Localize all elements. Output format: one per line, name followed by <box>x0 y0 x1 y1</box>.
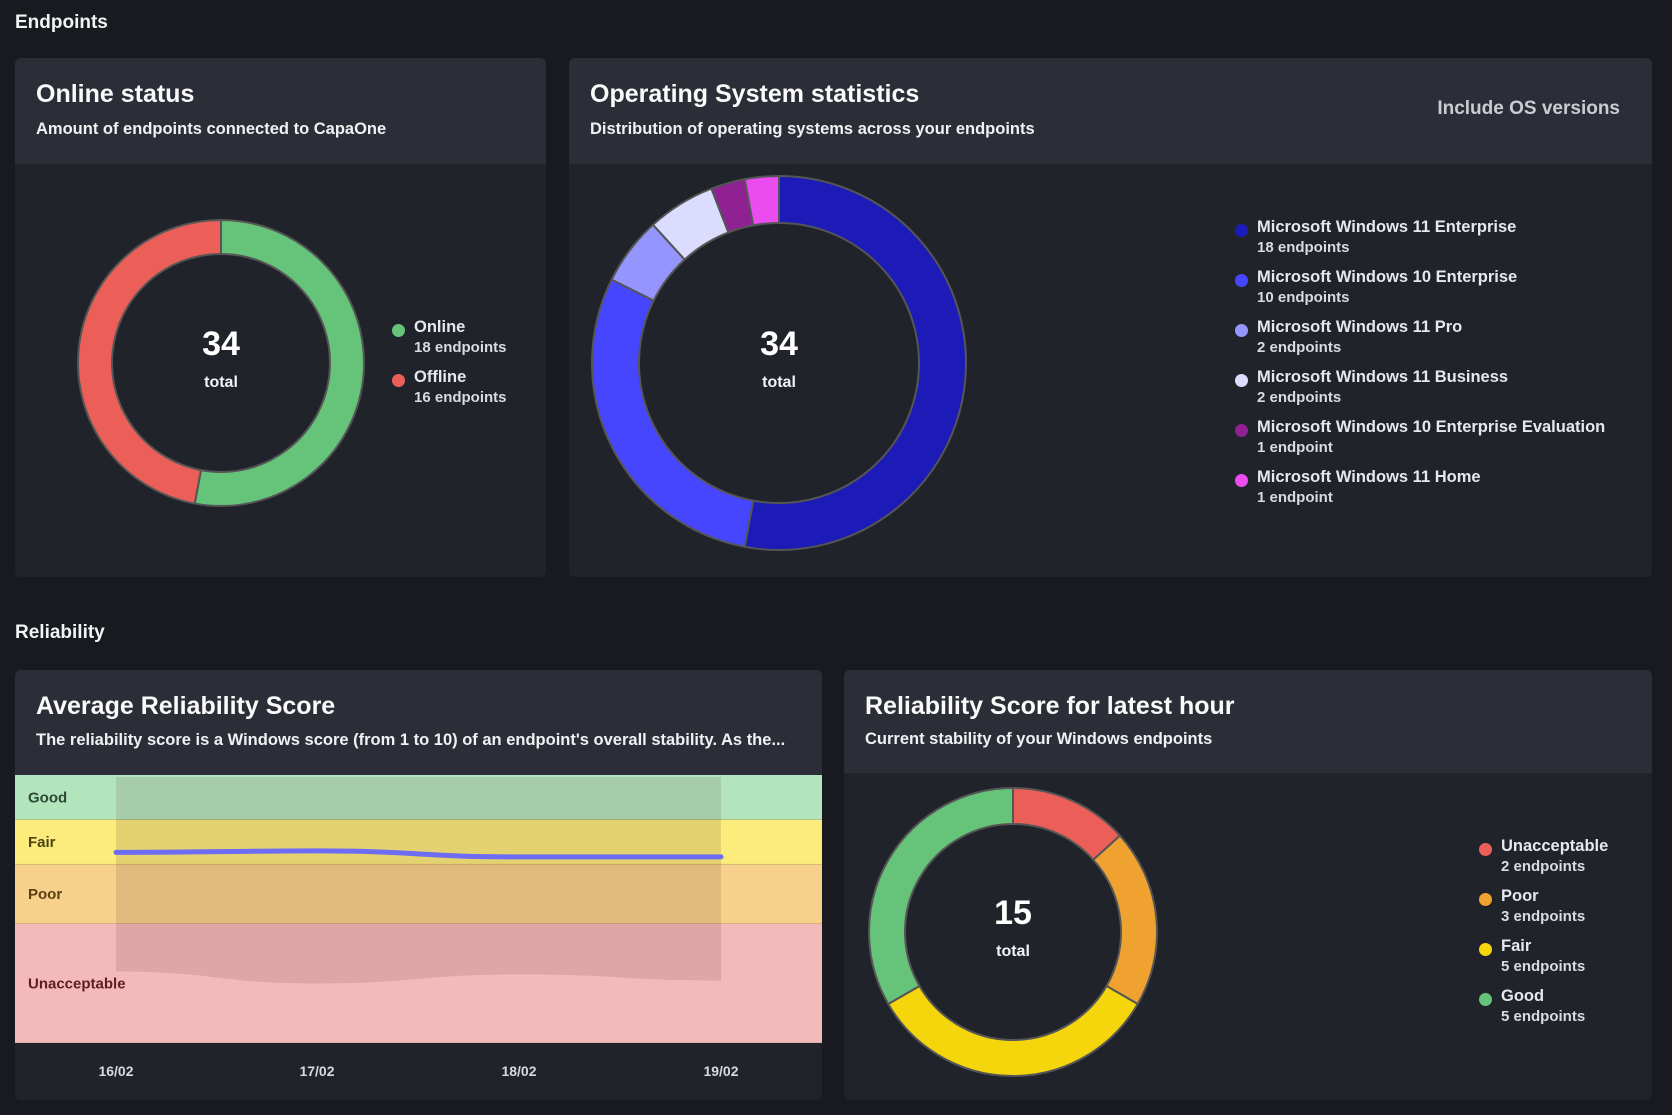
online-status-card: Online status Amount of endpoints connec… <box>15 58 546 577</box>
donut-total-label: total <box>204 374 238 391</box>
legend-label: Good <box>1501 987 1545 1005</box>
card-title: Average Reliability Score <box>36 692 336 720</box>
latest-hour-donut: 15 total <box>868 787 1158 1077</box>
section-title-reliability: Reliability <box>15 622 105 643</box>
legend-count: 2 endpoints <box>1257 389 1342 406</box>
legend-dot-icon <box>1235 274 1248 287</box>
latest-hour-reliability-card: Reliability Score for latest hour Curren… <box>844 670 1652 1100</box>
legend-dot-icon <box>1235 324 1248 337</box>
os-statistics-card: Operating System statistics Distribution… <box>569 58 1652 577</box>
card-title: Reliability Score for latest hour <box>865 692 1235 720</box>
legend-label: Offline <box>414 368 467 386</box>
legend-count: 18 endpoints <box>414 339 507 356</box>
legend-label: Online <box>414 318 466 336</box>
donut-total-label: total <box>762 374 796 391</box>
card-subtitle: Current stability of your Windows endpoi… <box>865 730 1213 748</box>
legend-label: Unacceptable <box>1501 837 1609 855</box>
donut-segment-microsoft-windows-11-home[interactable] <box>743 175 780 227</box>
legend-dot-icon <box>1479 993 1492 1006</box>
legend-count: 5 endpoints <box>1501 1008 1586 1025</box>
donut-segment-offline[interactable] <box>77 219 222 505</box>
x-tick-label: 19/02 <box>703 1063 738 1079</box>
online-status-donut: 34 total <box>77 219 365 507</box>
donut-total-value: 34 <box>202 325 240 363</box>
card-subtitle: The reliability score is a Windows score… <box>36 731 786 749</box>
band-poor <box>15 864 822 924</box>
legend-count: 3 endpoints <box>1501 908 1586 925</box>
legend-label: Microsoft Windows 11 Business <box>1257 368 1509 386</box>
donut-segment-online[interactable] <box>193 219 365 507</box>
section-title-endpoints: Endpoints <box>15 12 108 33</box>
x-tick-label: 16/02 <box>98 1063 133 1079</box>
score-range-area <box>116 777 721 984</box>
reliability-line-chart: Good Fair Poor Unacceptable 16/02 17/02 18/02 1… <box>15 775 822 1079</box>
x-tick-label: 18/02 <box>501 1063 536 1079</box>
legend-count: 16 endpoints <box>414 389 507 406</box>
legend-dot-icon <box>1235 374 1248 387</box>
card-header: Average Reliability Score The reliabilit… <box>15 670 822 775</box>
x-tick-label: 17/02 <box>299 1063 334 1079</box>
legend-label: Microsoft Windows 10 Enterprise <box>1257 268 1518 286</box>
band-label: Poor <box>28 886 62 903</box>
legend-count: 5 endpoints <box>1501 958 1586 975</box>
legend-dot-icon <box>1479 843 1492 856</box>
legend-label: Poor <box>1501 887 1539 905</box>
card-subtitle: Distribution of operating systems across… <box>590 120 1035 138</box>
legend-count: 10 endpoints <box>1257 289 1350 306</box>
band-good <box>15 775 822 820</box>
legend-dot-icon <box>392 374 405 387</box>
legend-label: Microsoft Windows 11 Home <box>1257 468 1481 486</box>
legend-dot-icon <box>1235 474 1248 487</box>
donut-total-label: total <box>996 943 1030 960</box>
donut-segment-fair[interactable] <box>887 985 1139 1077</box>
legend-label: Fair <box>1501 937 1532 955</box>
card-header: Operating System statistics Distribution… <box>569 58 1652 164</box>
card-header: Reliability Score for latest hour Curren… <box>844 670 1652 773</box>
legend-count: 2 endpoints <box>1501 858 1586 875</box>
legend-count: 18 endpoints <box>1257 239 1350 256</box>
card-subtitle: Amount of endpoints connected to CapaOne <box>36 120 387 138</box>
average-score-line[interactable] <box>113 848 724 860</box>
band-label: Unacceptable <box>28 975 126 992</box>
donut-segment-good[interactable] <box>868 787 1014 1005</box>
donut-segment-microsoft-windows-10-enterprise[interactable] <box>591 278 755 548</box>
band-label: Good <box>28 789 67 806</box>
legend-label: Microsoft Windows 11 Enterprise <box>1257 218 1517 236</box>
legend-dot-icon <box>1235 424 1248 437</box>
legend-count: 2 endpoints <box>1257 339 1342 356</box>
legend-dot-icon <box>1479 893 1492 906</box>
donut-segment-poor[interactable] <box>1092 834 1158 1005</box>
legend-label: Microsoft Windows 10 Enterprise Evaluati… <box>1257 418 1606 436</box>
donut-segment-microsoft-windows-11-enterprise[interactable] <box>743 175 967 551</box>
legend-label: Microsoft Windows 11 Pro <box>1257 318 1463 336</box>
legend-dot-icon <box>1479 943 1492 956</box>
legend-count: 1 endpoint <box>1257 489 1333 506</box>
os-donut: 34 total <box>591 175 967 551</box>
donut-total-value: 34 <box>760 325 798 363</box>
average-reliability-card: Average Reliability Score The reliabilit… <box>15 670 822 1100</box>
card-header: Online status Amount of endpoints connec… <box>15 58 546 164</box>
include-os-versions-button[interactable]: Include OS versions <box>1437 98 1620 119</box>
legend-count: 1 endpoint <box>1257 439 1333 456</box>
band-unacceptable <box>15 923 822 1043</box>
card-title: Operating System statistics <box>590 80 920 108</box>
donut-total-value: 15 <box>994 894 1032 932</box>
card-title: Online status <box>36 80 195 108</box>
band-label: Fair <box>28 834 56 851</box>
legend-dot-icon <box>1235 224 1248 237</box>
legend-dot-icon <box>392 324 405 337</box>
